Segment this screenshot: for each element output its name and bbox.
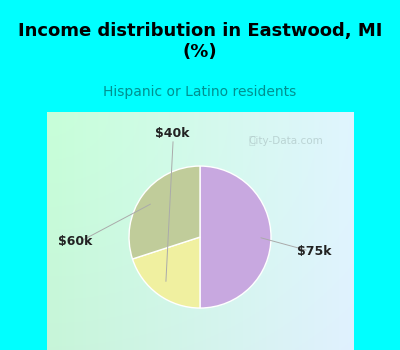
Text: Hispanic or Latino residents: Hispanic or Latino residents bbox=[103, 85, 297, 99]
Text: Income distribution in Eastwood, MI
(%): Income distribution in Eastwood, MI (%) bbox=[18, 22, 382, 61]
Text: City-Data.com: City-Data.com bbox=[248, 135, 323, 146]
Wedge shape bbox=[200, 166, 271, 308]
Wedge shape bbox=[132, 237, 200, 308]
Text: $60k: $60k bbox=[58, 234, 92, 247]
Text: $75k: $75k bbox=[297, 245, 332, 258]
Text: ⓘ: ⓘ bbox=[249, 135, 256, 146]
Text: $40k: $40k bbox=[154, 127, 189, 140]
Wedge shape bbox=[129, 166, 200, 259]
